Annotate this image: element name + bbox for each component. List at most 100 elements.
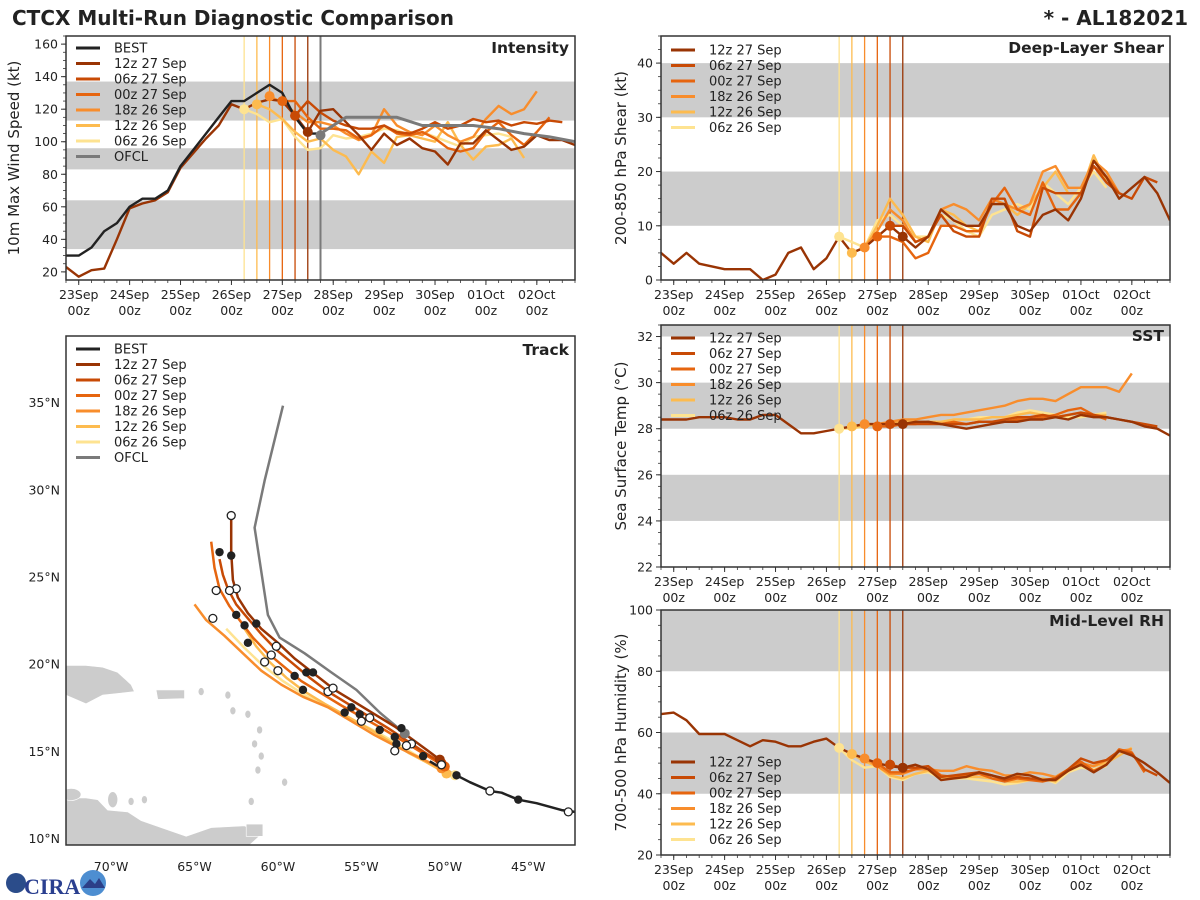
island [257,751,265,761]
panel-title: Deep-Layer Shear [1008,39,1164,57]
x-tick-label: 00z [917,878,940,893]
track-point-open [390,746,400,756]
init-marker-12z-27-sep [302,126,313,137]
legend-label-12z-26-sep: 12z 26 Sep [114,119,187,134]
lat-tick-label: 30°N [28,482,60,497]
x-tick-label: 00z [526,303,549,318]
x-tick-label: 00z [424,303,447,318]
track-point-filled [240,621,249,630]
island [256,725,263,735]
y-tick-label: 20 [637,164,653,179]
init-marker-06z-26-sep [834,231,845,242]
legend-label-06z-26-sep: 06z 26 Sep [114,135,187,150]
y-tick-label: 140 [34,69,58,84]
legend-label-12z-26-sep: 12z 26 Sep [709,818,782,833]
panel-title: SST [1132,327,1165,345]
x-tick-label: 24Sep [705,862,745,877]
legend-label-00z-27-sep: 00z 27 Sep [709,787,782,802]
track-point-filled [227,551,236,560]
series-line-best [66,83,321,257]
x-tick-label: 00z [1070,878,1093,893]
track-line-ofcl [253,405,406,735]
series-line-12z-27-sep [661,159,1170,280]
legend-label-12z-27-sep: 12z 27 Sep [114,358,187,373]
init-marker-00z-27-sep [277,96,288,107]
track-point-open [563,807,573,817]
legend-label-12z-26-sep: 12z 26 Sep [709,394,782,409]
track-point-filled [355,710,364,719]
track-point-filled [308,668,318,677]
track-point-filled [452,771,461,780]
land-masses [66,665,288,845]
island [141,795,148,804]
init-marker-18z-26-sep [859,419,870,430]
x-tick-label: 00z [764,303,787,318]
x-tick-label: 00z [1019,303,1042,318]
rh-panel: 2040608010023Sep00z24Sep00z25Sep00z26Sep… [612,603,1171,893]
y-tick-label: 20 [637,848,653,863]
legend-label-18z-26-sep: 18z 26 Sep [709,378,782,393]
track-point-open [271,641,281,651]
x-tick-label: 00z [764,590,787,605]
x-tick-label: 02Oct [1113,574,1151,589]
x-tick-label: 25Sep [161,287,201,302]
x-tick-label: 00z [815,590,838,605]
y-tick-label: 40 [42,232,58,247]
x-tick-label: 00z [764,878,787,893]
y-tick-label: 30 [637,110,653,125]
series-line-06z-27-sep [889,749,1158,782]
x-tick-label: 00z [713,878,736,893]
x-tick-label: 29Sep [364,287,404,302]
x-tick-label: 29Sep [959,862,999,877]
legend-label-12z-26-sep: 12z 26 Sep [114,420,187,435]
y-tick-label: 120 [34,102,58,117]
init-marker-12z-27-sep [897,419,908,430]
shear-panel: 01020304023Sep00z24Sep00z25Sep00z26Sep00… [612,35,1171,318]
legend-label-18z-26-sep: 18z 26 Sep [114,104,187,119]
x-tick-label: 24Sep [705,574,745,589]
init-marker-12z-26-sep [251,99,262,110]
track-point-open [273,666,283,676]
x-tick-label: 00z [815,303,838,318]
map-frame [65,335,576,846]
island [197,687,205,696]
legend-label-ofcl: OFCL [114,451,149,466]
legend-label-06z-26-sep: 06z 26 Sep [709,121,782,136]
track-point-filled [390,732,399,742]
track-point-filled [375,725,384,735]
x-tick-label: 02Oct [1113,862,1151,877]
x-tick-label: 29Sep [959,287,999,302]
y-tick-label: 100 [34,134,58,149]
track-point-filled [392,739,401,749]
track-point-open [224,585,235,596]
x-tick-label: 00z [322,303,345,318]
x-tick-label: 00z [169,303,192,318]
legend-label-18z-26-sep: 18z 26 Sep [709,802,782,817]
x-tick-label: 00z [373,303,396,318]
x-tick-label: 00z [1121,303,1144,318]
track-point-open [365,713,375,723]
island [127,797,135,806]
track-point-filled [243,638,253,647]
x-tick-label: 30Sep [1010,574,1050,589]
panel-title: Track [523,341,570,359]
sst-panel: 22242628303223Sep00z24Sep00z25Sep00z26Se… [612,324,1171,605]
x-tick-label: 29Sep [959,574,999,589]
legend-label-06z-26-sep: 06z 26 Sep [114,436,187,451]
x-tick-label: 28Sep [908,862,948,877]
x-tick-label: 23Sep [654,862,694,877]
legend-label-06z-27-sep: 06z 27 Sep [114,374,187,389]
track-point-open [485,786,495,796]
trinidad [245,823,264,837]
lat-tick-label: 25°N [28,570,60,585]
island [244,709,252,719]
storm-id: * - AL182021 [1044,6,1188,30]
lon-tick-label: 45°W [511,859,546,874]
x-tick-label: 00z [662,303,685,318]
puerto-rico [155,689,185,700]
x-tick-label: 28Sep [313,287,353,302]
x-tick-label: 00z [866,590,889,605]
x-tick-label: 27Sep [858,574,898,589]
plot-background [661,325,1170,567]
track-point-open [211,585,221,596]
